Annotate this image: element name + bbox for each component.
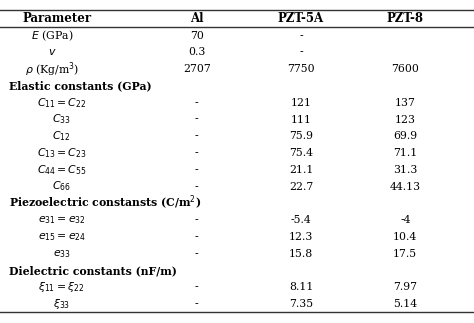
Text: 111: 111: [291, 115, 311, 125]
Text: $e_{31} = e_{32}$: $e_{31} = e_{32}$: [38, 214, 85, 226]
Text: $C_{33}$: $C_{33}$: [52, 113, 71, 126]
Text: 10.4: 10.4: [393, 232, 418, 242]
Text: -: -: [299, 47, 303, 57]
Text: -: -: [195, 165, 199, 175]
Text: 75.4: 75.4: [289, 148, 313, 158]
Text: 123: 123: [395, 115, 416, 125]
Text: Parameter: Parameter: [22, 12, 91, 25]
Text: 7750: 7750: [287, 64, 315, 74]
Text: $C_{13} = C_{23}$: $C_{13} = C_{23}$: [37, 146, 86, 160]
Text: -: -: [195, 249, 199, 259]
Text: 8.11: 8.11: [289, 282, 313, 292]
Text: Elastic constants (GPa): Elastic constants (GPa): [9, 80, 152, 91]
Text: Piezoelectric constansts (C/m$^2$): Piezoelectric constansts (C/m$^2$): [9, 194, 201, 213]
Text: 121: 121: [291, 98, 311, 108]
Text: -: -: [195, 115, 199, 125]
Text: $C_{11} = C_{22}$: $C_{11} = C_{22}$: [37, 96, 86, 109]
Text: $\rho$ (Kg/m$^3$): $\rho$ (Kg/m$^3$): [25, 60, 79, 78]
Text: 44.13: 44.13: [390, 182, 421, 192]
Text: $C_{66}$: $C_{66}$: [52, 180, 71, 193]
Text: 12.3: 12.3: [289, 232, 313, 242]
Text: 2707: 2707: [183, 64, 210, 74]
Text: $\xi_{11} = \xi_{22}$: $\xi_{11} = \xi_{22}$: [38, 280, 85, 294]
Text: 75.9: 75.9: [289, 131, 313, 141]
Text: -: -: [195, 282, 199, 292]
Text: PZT-5A: PZT-5A: [278, 12, 324, 25]
Text: -: -: [195, 215, 199, 225]
Text: $\xi_{33}$: $\xi_{33}$: [53, 297, 70, 311]
Text: 31.3: 31.3: [393, 165, 418, 175]
Text: $E$ (GPa): $E$ (GPa): [31, 28, 73, 43]
Text: $C_{44} = C_{55}$: $C_{44} = C_{55}$: [37, 163, 86, 177]
Text: 7600: 7600: [392, 64, 419, 74]
Text: $C_{12}$: $C_{12}$: [53, 130, 71, 143]
Text: 69.9: 69.9: [393, 131, 417, 141]
Text: -: -: [195, 232, 199, 242]
Text: 0.3: 0.3: [188, 47, 205, 57]
Text: 7.97: 7.97: [393, 282, 417, 292]
Text: 137: 137: [395, 98, 416, 108]
Text: $e_{15} = e_{24}$: $e_{15} = e_{24}$: [37, 231, 86, 243]
Text: 22.7: 22.7: [289, 182, 313, 192]
Text: -: -: [299, 31, 303, 41]
Text: 17.5: 17.5: [393, 249, 417, 259]
Text: -: -: [195, 148, 199, 158]
Text: Dielectric constants (nF/m): Dielectric constants (nF/m): [9, 265, 177, 276]
Text: 21.1: 21.1: [289, 165, 313, 175]
Text: Al: Al: [190, 12, 203, 25]
Text: 70: 70: [190, 31, 204, 41]
Text: PZT-8: PZT-8: [387, 12, 424, 25]
Text: $v$: $v$: [48, 47, 56, 57]
Text: 7.35: 7.35: [289, 299, 313, 309]
Text: -: -: [195, 131, 199, 141]
Text: 5.14: 5.14: [393, 299, 417, 309]
Text: 15.8: 15.8: [289, 249, 313, 259]
Text: -: -: [195, 182, 199, 192]
Text: -: -: [195, 299, 199, 309]
Text: -4: -4: [400, 215, 410, 225]
Text: 71.1: 71.1: [393, 148, 418, 158]
Text: -: -: [195, 98, 199, 108]
Text: -5.4: -5.4: [291, 215, 311, 225]
Text: $e_{33}$: $e_{33}$: [53, 248, 71, 260]
